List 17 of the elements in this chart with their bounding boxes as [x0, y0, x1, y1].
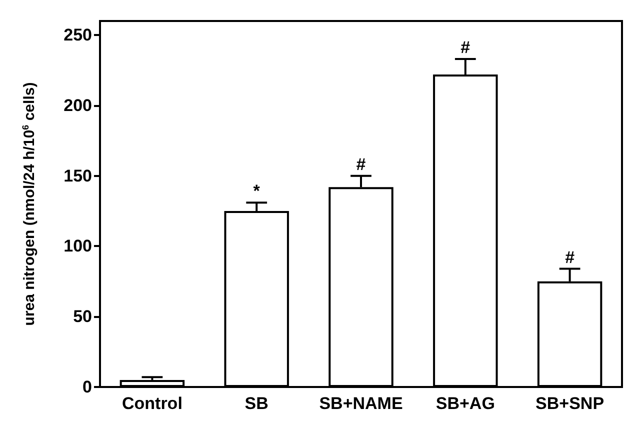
bar [120, 380, 185, 387]
x-tick-label: SB [244, 394, 268, 413]
x-tick-label: Control [122, 394, 182, 413]
y-tick-label: 100 [64, 236, 92, 256]
y-tick-label: 150 [64, 166, 92, 186]
annotation: # [460, 38, 471, 58]
annotation: # [356, 154, 366, 174]
y-tick-label: 50 [73, 307, 92, 326]
y-tick-label: 200 [64, 96, 92, 115]
x-tick-label: SB+AG [436, 394, 495, 413]
y-axis-title: urea nitrogen (nmol/24 h/106 cells) [20, 82, 38, 326]
annotation: # [565, 248, 576, 267]
y-tick-label: 0 [82, 378, 92, 396]
annotation: * [253, 182, 260, 201]
x-tick-label: SB+NAME [319, 394, 403, 413]
x-tick-label: SB+SNP [536, 394, 604, 413]
y-tick-label: 250 [64, 26, 92, 45]
